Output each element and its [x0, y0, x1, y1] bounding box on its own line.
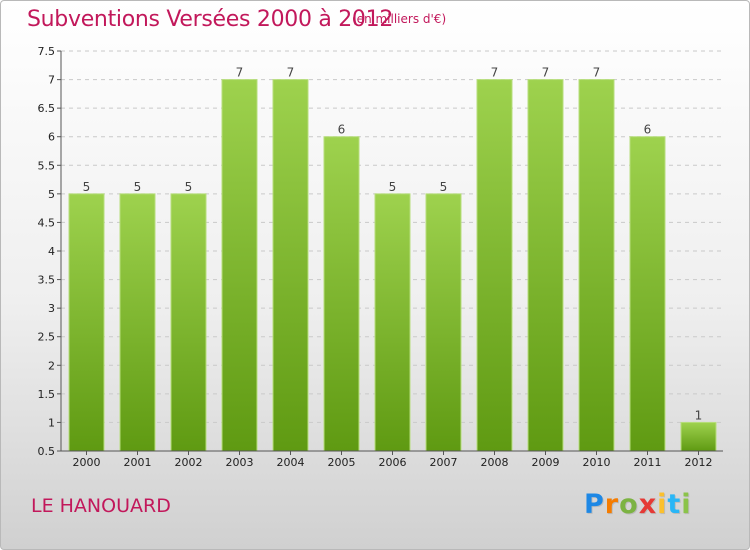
bar-value-label: 1 [695, 408, 703, 422]
bar-value-label: 6 [644, 123, 652, 137]
bar [578, 79, 615, 452]
y-tick-label: 7.5 [38, 45, 56, 58]
bar [119, 193, 156, 452]
bars: 5 5 5 7 7 6 5 5 7 7 7 6 1 [68, 66, 717, 452]
logo-letter: i [681, 489, 692, 520]
x-tick-label: 2004 [277, 456, 305, 469]
x-tick-label: 2005 [328, 456, 356, 469]
y-tick-label: 1 [48, 416, 55, 429]
unit-note: (en milliers d'€) [352, 12, 447, 26]
bar [425, 193, 462, 452]
x-tick-label: 2010 [583, 456, 611, 469]
x-tick-label: 2003 [226, 456, 254, 469]
y-tick-label: 3.5 [38, 274, 56, 287]
bar-value-label: 5 [83, 180, 91, 194]
bar [272, 79, 309, 452]
bar-value-label: 5 [185, 180, 193, 194]
bar [68, 193, 105, 452]
bar [374, 193, 411, 452]
logo-letter: o [619, 489, 639, 520]
y-tick-label: 3 [48, 302, 55, 315]
x-tick-label: 2009 [532, 456, 560, 469]
y-tick-label: 4 [48, 245, 55, 258]
y-tick-label: 0.5 [38, 445, 56, 458]
bar [629, 136, 666, 452]
y-axis: 0.5 1 1.5 2 2.5 3 3.5 4 4.5 5 5.5 6 6.5 7 7.5 [38, 45, 62, 458]
bar [170, 193, 207, 452]
y-tick-label: 1.5 [38, 388, 56, 401]
y-tick-label: 5.5 [38, 159, 56, 172]
logo-letter: r [604, 489, 620, 520]
x-tick-label: 2007 [430, 456, 458, 469]
bar-value-label: 7 [593, 66, 601, 80]
chart-title: Subventions Versées 2000 à 2012 [27, 7, 394, 32]
logo-letter: t [667, 489, 682, 520]
x-tick-label: 2008 [481, 456, 509, 469]
y-tick-label: 6 [48, 131, 55, 144]
y-tick-label: 2 [48, 359, 55, 372]
x-axis: 2000 2001 2002 2003 2004 2005 2006 2007 2008 2009… [61, 450, 723, 469]
commune-name: LE HANOUARD [31, 495, 171, 517]
y-tick-label: 5 [48, 188, 55, 201]
x-tick-label: 2001 [124, 456, 152, 469]
bar [680, 421, 717, 452]
proxiti-logo: Proxiti [584, 489, 692, 520]
bar-value-label: 7 [542, 66, 550, 80]
bar [476, 79, 513, 452]
bar-value-label: 7 [287, 66, 295, 80]
logo-letter: x [638, 489, 658, 520]
bar-value-label: 5 [389, 180, 397, 194]
bar-value-label: 5 [134, 180, 142, 194]
bar-value-label: 7 [236, 66, 244, 80]
bar-value-label: 5 [440, 180, 448, 194]
bar [221, 79, 258, 452]
bar [527, 79, 564, 452]
x-tick-label: 2011 [634, 456, 662, 469]
y-tick-label: 4.5 [38, 216, 56, 229]
bar-value-label: 6 [338, 123, 346, 137]
x-tick-label: 2002 [175, 456, 203, 469]
logo-letter: i [657, 489, 668, 520]
y-tick-label: 6.5 [38, 102, 56, 115]
bar-value-label: 7 [491, 66, 499, 80]
x-tick-label: 2012 [685, 456, 713, 469]
bar [323, 136, 360, 452]
x-tick-label: 2006 [379, 456, 407, 469]
logo-letter: P [584, 489, 605, 520]
y-tick-label: 2.5 [38, 331, 56, 344]
y-tick-label: 7 [48, 74, 55, 87]
x-tick-label: 2000 [73, 456, 101, 469]
